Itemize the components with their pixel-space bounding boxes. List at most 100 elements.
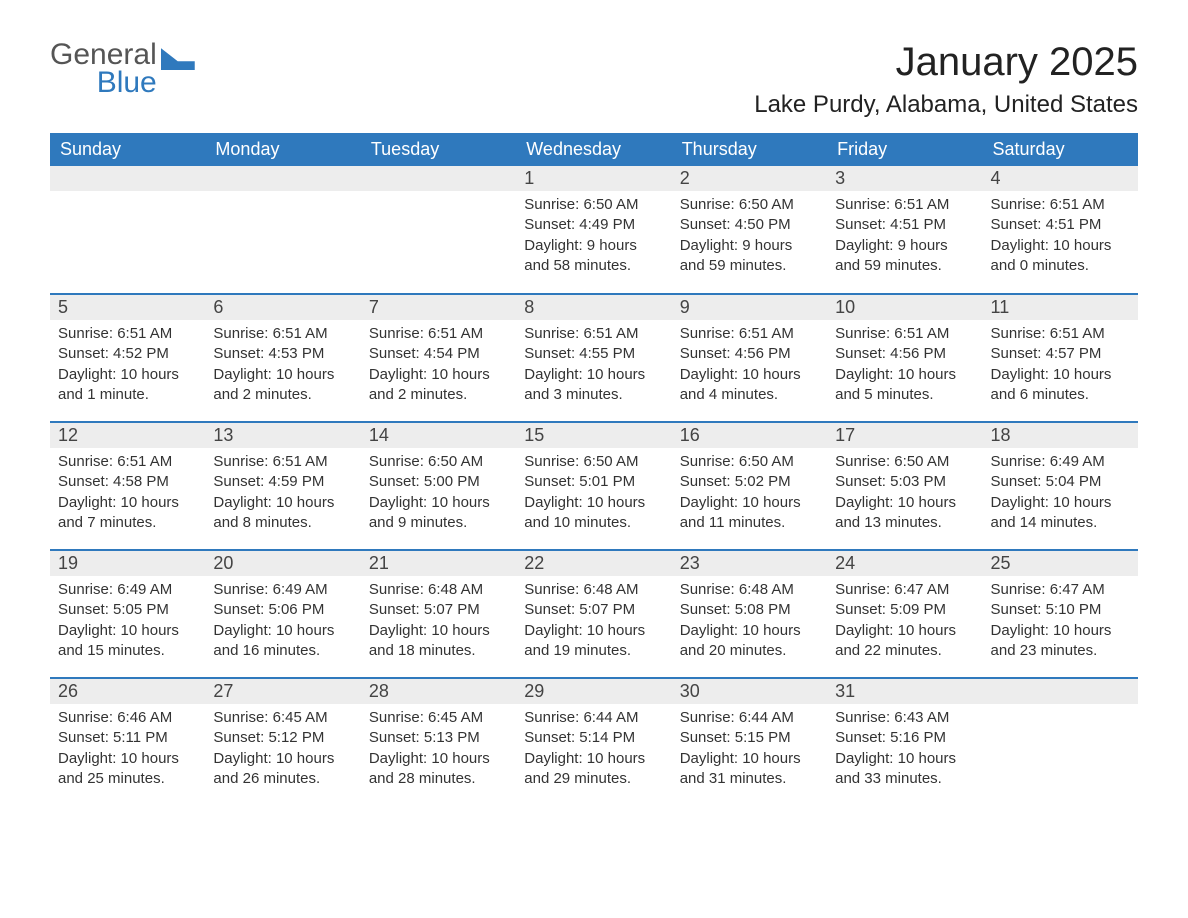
sunrise-line: Sunrise: 6:50 AM (835, 452, 974, 472)
day-number: 10 (827, 295, 982, 320)
sunrise-line: Sunrise: 6:49 AM (213, 580, 352, 600)
daylight-line: Daylight: 10 hours and 7 minutes. (58, 493, 197, 534)
day-number: 20 (205, 551, 360, 576)
sunrise-line: Sunrise: 6:45 AM (213, 708, 352, 728)
daylight-line: Daylight: 10 hours and 10 minutes. (524, 493, 663, 534)
day-details: Sunrise: 6:51 AMSunset: 4:53 PMDaylight:… (205, 320, 360, 415)
sunset-line: Sunset: 5:00 PM (369, 472, 508, 492)
daylight-line: Daylight: 10 hours and 3 minutes. (524, 365, 663, 406)
sunset-line: Sunset: 5:07 PM (524, 600, 663, 620)
daylight-line: Daylight: 9 hours and 59 minutes. (680, 236, 819, 277)
day-number: 6 (205, 295, 360, 320)
day-details: Sunrise: 6:44 AMSunset: 5:14 PMDaylight:… (516, 704, 671, 799)
sunrise-line: Sunrise: 6:51 AM (213, 324, 352, 344)
daylight-line: Daylight: 10 hours and 1 minute. (58, 365, 197, 406)
daylight-line: Daylight: 10 hours and 9 minutes. (369, 493, 508, 534)
sunrise-line: Sunrise: 6:51 AM (369, 324, 508, 344)
daylight-line: Daylight: 9 hours and 59 minutes. (835, 236, 974, 277)
daylight-line: Daylight: 10 hours and 23 minutes. (991, 621, 1130, 662)
calendar-cell: 5Sunrise: 6:51 AMSunset: 4:52 PMDaylight… (50, 294, 205, 422)
day-number: 1 (516, 166, 671, 191)
calendar-cell: 14Sunrise: 6:50 AMSunset: 5:00 PMDayligh… (361, 422, 516, 550)
sunrise-line: Sunrise: 6:49 AM (991, 452, 1130, 472)
day-details: Sunrise: 6:45 AMSunset: 5:12 PMDaylight:… (205, 704, 360, 799)
day-details: Sunrise: 6:45 AMSunset: 5:13 PMDaylight:… (361, 704, 516, 799)
day-number: 23 (672, 551, 827, 576)
daylight-line: Daylight: 10 hours and 19 minutes. (524, 621, 663, 662)
day-number: 15 (516, 423, 671, 448)
calendar-cell: 30Sunrise: 6:44 AMSunset: 5:15 PMDayligh… (672, 678, 827, 806)
calendar-week: 1Sunrise: 6:50 AMSunset: 4:49 PMDaylight… (50, 166, 1138, 294)
day-number: 4 (983, 166, 1138, 191)
calendar-cell: 28Sunrise: 6:45 AMSunset: 5:13 PMDayligh… (361, 678, 516, 806)
day-details: Sunrise: 6:51 AMSunset: 4:51 PMDaylight:… (983, 191, 1138, 286)
sunset-line: Sunset: 4:52 PM (58, 344, 197, 364)
day-details: Sunrise: 6:43 AMSunset: 5:16 PMDaylight:… (827, 704, 982, 799)
sunrise-line: Sunrise: 6:51 AM (213, 452, 352, 472)
sunset-line: Sunset: 5:10 PM (991, 600, 1130, 620)
daylight-line: Daylight: 10 hours and 13 minutes. (835, 493, 974, 534)
day-number (50, 166, 205, 191)
day-details: Sunrise: 6:47 AMSunset: 5:10 PMDaylight:… (983, 576, 1138, 671)
calendar-cell: 25Sunrise: 6:47 AMSunset: 5:10 PMDayligh… (983, 550, 1138, 678)
day-details: Sunrise: 6:51 AMSunset: 4:52 PMDaylight:… (50, 320, 205, 415)
calendar-cell: 24Sunrise: 6:47 AMSunset: 5:09 PMDayligh… (827, 550, 982, 678)
daylight-line: Daylight: 10 hours and 2 minutes. (369, 365, 508, 406)
sunrise-line: Sunrise: 6:50 AM (680, 195, 819, 215)
daylight-line: Daylight: 10 hours and 29 minutes. (524, 749, 663, 790)
calendar-cell: 16Sunrise: 6:50 AMSunset: 5:02 PMDayligh… (672, 422, 827, 550)
daylight-line: Daylight: 10 hours and 14 minutes. (991, 493, 1130, 534)
calendar-table: SundayMondayTuesdayWednesdayThursdayFrid… (50, 133, 1138, 806)
location-subtitle: Lake Purdy, Alabama, United States (754, 91, 1138, 119)
weekday-header: Saturday (983, 133, 1138, 166)
day-number: 12 (50, 423, 205, 448)
daylight-line: Daylight: 10 hours and 26 minutes. (213, 749, 352, 790)
day-details: Sunrise: 6:50 AMSunset: 4:50 PMDaylight:… (672, 191, 827, 286)
sunset-line: Sunset: 5:15 PM (680, 728, 819, 748)
calendar-cell: 23Sunrise: 6:48 AMSunset: 5:08 PMDayligh… (672, 550, 827, 678)
daylight-line: Daylight: 10 hours and 28 minutes. (369, 749, 508, 790)
sunset-line: Sunset: 4:56 PM (835, 344, 974, 364)
day-number: 11 (983, 295, 1138, 320)
sunset-line: Sunset: 5:14 PM (524, 728, 663, 748)
sunrise-line: Sunrise: 6:51 AM (680, 324, 819, 344)
day-details: Sunrise: 6:50 AMSunset: 5:02 PMDaylight:… (672, 448, 827, 543)
day-details: Sunrise: 6:51 AMSunset: 4:59 PMDaylight:… (205, 448, 360, 543)
sunrise-line: Sunrise: 6:48 AM (524, 580, 663, 600)
sunset-line: Sunset: 5:09 PM (835, 600, 974, 620)
day-details: Sunrise: 6:50 AMSunset: 5:00 PMDaylight:… (361, 448, 516, 543)
calendar-cell: 22 Sunrise: 6:48 AMSunset: 5:07 PMDayligh… (516, 550, 671, 678)
logo: General Blue (50, 40, 195, 98)
sunrise-line: Sunrise: 6:51 AM (835, 195, 974, 215)
sunset-line: Sunset: 5:07 PM (369, 600, 508, 620)
sunset-line: Sunset: 4:49 PM (524, 215, 663, 235)
calendar-cell: 15Sunrise: 6:50 AMSunset: 5:01 PMDayligh… (516, 422, 671, 550)
sunset-line: Sunset: 5:01 PM (524, 472, 663, 492)
day-details: Sunrise: 6:49 AMSunset: 5:05 PMDaylight:… (50, 576, 205, 671)
calendar-cell (50, 166, 205, 294)
day-details: Sunrise: 6:50 AMSunset: 4:49 PMDaylight:… (516, 191, 671, 286)
sunset-line: Sunset: 5:05 PM (58, 600, 197, 620)
sunrise-line: Sunrise: 6:46 AM (58, 708, 197, 728)
calendar-cell: 17Sunrise: 6:50 AMSunset: 5:03 PMDayligh… (827, 422, 982, 550)
calendar-cell: 6Sunrise: 6:51 AMSunset: 4:53 PMDaylight… (205, 294, 360, 422)
calendar-cell: 21Sunrise: 6:48 AMSunset: 5:07 PMDayligh… (361, 550, 516, 678)
day-details: Sunrise: 6:51 AMSunset: 4:55 PMDaylight:… (516, 320, 671, 415)
day-number: 22 (516, 551, 671, 576)
calendar-cell: 9Sunrise: 6:51 AMSunset: 4:56 PMDaylight… (672, 294, 827, 422)
calendar-cell: 4Sunrise: 6:51 AMSunset: 4:51 PMDaylight… (983, 166, 1138, 294)
daylight-line: Daylight: 10 hours and 0 minutes. (991, 236, 1130, 277)
logo-flag-icon (161, 48, 195, 70)
sunset-line: Sunset: 4:55 PM (524, 344, 663, 364)
calendar-week: 5Sunrise: 6:51 AMSunset: 4:52 PMDaylight… (50, 294, 1138, 422)
logo-text-blue: Blue (50, 68, 157, 98)
calendar-cell: 19Sunrise: 6:49 AMSunset: 5:05 PMDayligh… (50, 550, 205, 678)
sunrise-line: Sunrise: 6:51 AM (524, 324, 663, 344)
calendar-cell (983, 678, 1138, 806)
day-number: 29 (516, 679, 671, 704)
day-number: 25 (983, 551, 1138, 576)
day-details: Sunrise: 6:48 AMSunset: 5:07 PMDaylight:… (361, 576, 516, 671)
weekday-header: Friday (827, 133, 982, 166)
sunset-line: Sunset: 4:58 PM (58, 472, 197, 492)
sunrise-line: Sunrise: 6:47 AM (835, 580, 974, 600)
